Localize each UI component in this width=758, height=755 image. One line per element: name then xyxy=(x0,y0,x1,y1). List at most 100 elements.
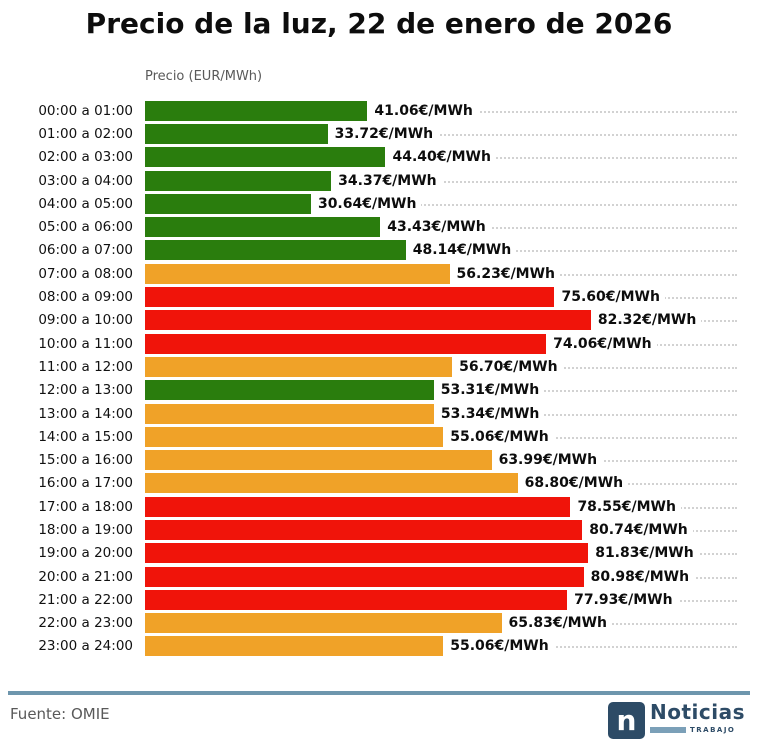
value-label: 41.06€/MWh xyxy=(367,101,478,120)
price-bar xyxy=(145,287,555,308)
time-label: 18:00 a 19:00 xyxy=(38,521,133,538)
dotted-gridline xyxy=(145,203,737,206)
price-bar xyxy=(145,589,568,610)
chart-rows: 00:00 a 01:00 41.06€/MWh 01:00 a 02:00 3… xyxy=(0,99,758,658)
value-label: 63.99€/MWh xyxy=(491,451,603,470)
chart-row: 18:00 a 19:00 80.74€/MWh xyxy=(0,518,758,541)
time-label: 10:00 a 11:00 xyxy=(38,335,133,352)
time-label: 16:00 a 17:00 xyxy=(38,475,133,492)
time-label: 04:00 a 05:00 xyxy=(38,195,133,212)
time-label: 01:00 a 02:00 xyxy=(38,125,133,142)
time-label: 15:00 a 16:00 xyxy=(38,452,133,469)
value-label: 80.74€/MWh xyxy=(582,520,693,539)
value-label: 48.14€/MWh xyxy=(405,241,517,260)
time-label: 20:00 a 21:00 xyxy=(38,568,133,585)
row-plot-area: 75.60€/MWh xyxy=(145,285,737,308)
row-plot-area: 80.98€/MWh xyxy=(145,565,737,588)
price-bar xyxy=(145,356,453,377)
value-label: 55.06€/MWh xyxy=(443,427,554,446)
time-label: 11:00 a 12:00 xyxy=(38,358,133,375)
price-bar xyxy=(145,100,368,121)
chart-row: 23:00 a 24:00 55.06€/MWh xyxy=(0,635,758,658)
row-plot-area: 53.34€/MWh xyxy=(145,402,737,425)
price-bar xyxy=(145,566,584,587)
value-label: 82.32€/MWh xyxy=(590,311,702,330)
chart-row: 02:00 a 03:00 44.40€/MWh xyxy=(0,146,758,169)
chart-row: 13:00 a 14:00 53.34€/MWh xyxy=(0,402,758,425)
row-plot-area: 80.74€/MWh xyxy=(145,518,737,541)
price-bar xyxy=(145,543,589,564)
chart-row: 20:00 a 21:00 80.98€/MWh xyxy=(0,565,758,588)
time-label: 08:00 a 09:00 xyxy=(38,289,133,306)
source-text: Fuente: OMIE xyxy=(10,705,110,723)
time-label: 03:00 a 04:00 xyxy=(38,172,133,189)
time-label: 02:00 a 03:00 xyxy=(38,149,133,166)
row-plot-area: 44.40€/MWh xyxy=(145,146,737,169)
row-plot-area: 65.83€/MWh xyxy=(145,612,737,635)
footer-divider xyxy=(8,691,750,695)
value-label: 30.64€/MWh xyxy=(310,194,422,213)
value-label: 74.06€/MWh xyxy=(546,334,657,353)
dotted-gridline xyxy=(145,133,737,136)
time-label: 00:00 a 01:00 xyxy=(38,102,133,119)
row-plot-area: 55.06€/MWh xyxy=(145,425,737,448)
price-bar xyxy=(145,403,434,424)
value-label: 56.23€/MWh xyxy=(449,264,561,283)
value-label: 43.43€/MWh xyxy=(380,218,491,237)
value-label: 81.83€/MWh xyxy=(588,544,699,563)
logo-sub-text: TRABAJO xyxy=(689,726,736,734)
value-label: 56.70€/MWh xyxy=(452,357,563,376)
price-bar xyxy=(145,496,571,517)
logo-n-icon: n xyxy=(607,702,645,739)
time-label: 06:00 a 07:00 xyxy=(38,242,133,259)
price-bar xyxy=(145,333,547,354)
price-bar xyxy=(145,147,386,168)
chart-row: 07:00 a 08:00 56.23€/MWh xyxy=(0,262,758,285)
price-bar xyxy=(145,193,311,214)
row-plot-area: 81.83€/MWh xyxy=(145,542,737,565)
value-label: 33.72€/MWh xyxy=(327,124,439,143)
price-bar xyxy=(145,426,444,447)
x-axis-label: Precio (EUR/MWh) xyxy=(145,69,263,84)
chart-row: 00:00 a 01:00 41.06€/MWh xyxy=(0,99,758,122)
row-plot-area: 34.37€/MWh xyxy=(145,169,737,192)
price-bar xyxy=(145,263,450,284)
noticias-trabajo-logo: n Noticias TRABAJO xyxy=(607,700,745,739)
chart-row: 03:00 a 04:00 34.37€/MWh xyxy=(0,169,758,192)
chart-row: 09:00 a 10:00 82.32€/MWh xyxy=(0,309,758,332)
time-label: 14:00 a 15:00 xyxy=(38,428,133,445)
price-bar xyxy=(145,123,328,144)
time-label: 17:00 a 18:00 xyxy=(38,498,133,515)
row-plot-area: 30.64€/MWh xyxy=(145,192,737,215)
row-plot-area: 56.70€/MWh xyxy=(145,355,737,378)
chart-row: 05:00 a 06:00 43.43€/MWh xyxy=(0,215,758,238)
time-label: 13:00 a 14:00 xyxy=(38,405,133,422)
time-label: 07:00 a 08:00 xyxy=(38,265,133,282)
row-plot-area: 43.43€/MWh xyxy=(145,215,737,238)
value-label: 77.93€/MWh xyxy=(567,590,678,609)
chart-row: 17:00 a 18:00 78.55€/MWh xyxy=(0,495,758,518)
price-bar xyxy=(145,636,444,657)
row-plot-area: 33.72€/MWh xyxy=(145,122,737,145)
value-label: 80.98€/MWh xyxy=(583,567,695,586)
chart-row: 21:00 a 22:00 77.93€/MWh xyxy=(0,588,758,611)
price-bar xyxy=(145,310,591,331)
chart-row: 04:00 a 05:00 30.64€/MWh xyxy=(0,192,758,215)
value-label: 68.80€/MWh xyxy=(517,474,629,493)
chart-row: 11:00 a 12:00 56.70€/MWh xyxy=(0,355,758,378)
price-bar-chart: 00:00 a 01:00 41.06€/MWh 01:00 a 02:00 3… xyxy=(0,99,758,658)
price-bar xyxy=(145,450,492,471)
time-label: 12:00 a 13:00 xyxy=(38,382,133,399)
chart-row: 10:00 a 11:00 74.06€/MWh xyxy=(0,332,758,355)
chart-row: 22:00 a 23:00 65.83€/MWh xyxy=(0,612,758,635)
time-label: 21:00 a 22:00 xyxy=(38,591,133,608)
price-bar xyxy=(145,473,518,494)
price-bar xyxy=(145,380,434,401)
logo-brand-text: Noticias xyxy=(649,700,745,724)
value-label: 55.06€/MWh xyxy=(443,637,554,656)
value-label: 34.37€/MWh xyxy=(331,171,442,190)
row-plot-area: 74.06€/MWh xyxy=(145,332,737,355)
row-plot-area: 82.32€/MWh xyxy=(145,309,737,332)
value-label: 53.31€/MWh xyxy=(433,381,545,400)
time-label: 23:00 a 24:00 xyxy=(38,638,133,655)
